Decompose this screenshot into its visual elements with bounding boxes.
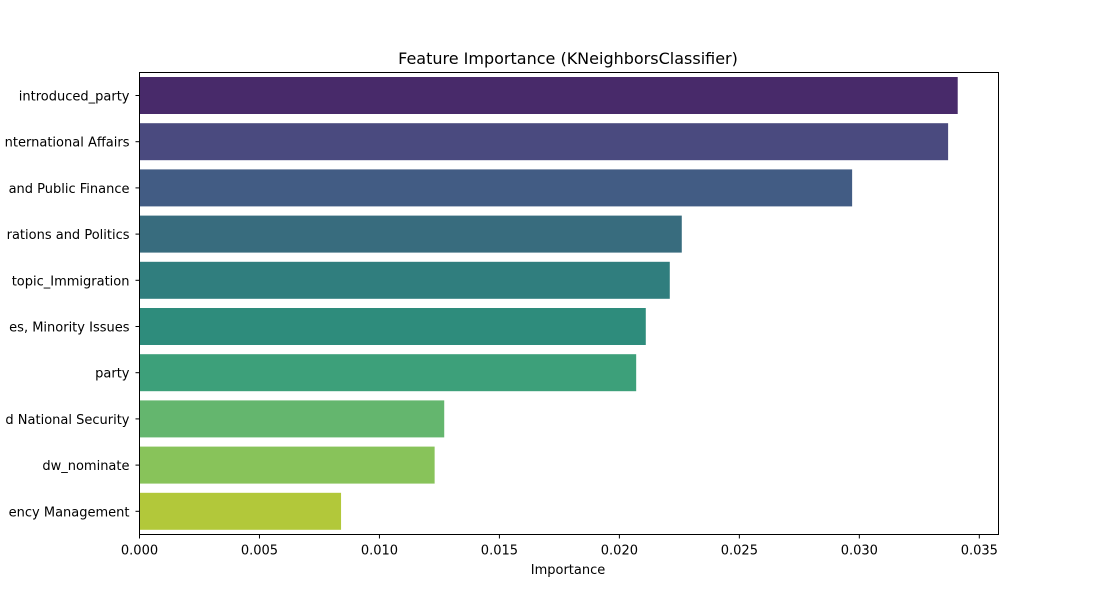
y-tick-label: and Public Finance [9, 182, 130, 197]
x-tick-label: 0.005 [241, 544, 278, 559]
x-tick-label: 0.020 [601, 544, 638, 559]
x-tick-label: 0.010 [361, 544, 398, 559]
bars-group [139, 77, 958, 530]
x-tick-label: 0.030 [841, 544, 878, 559]
y-tick-label: es, Minority Issues [9, 321, 130, 336]
bar-3 [139, 215, 682, 253]
y-tick-label: rations and Politics [7, 228, 130, 243]
y-tick-label: nternational Affairs [5, 136, 130, 151]
y-tick-label: dw_nominate [42, 459, 129, 474]
bar-5 [139, 308, 646, 345]
x-tick-label: 0.035 [961, 544, 998, 559]
y-tick-label: topic_Immigration [12, 274, 130, 289]
y-tick-label: ency Management [9, 505, 130, 520]
x-tick-label: 0.015 [481, 544, 518, 559]
bar-6 [139, 354, 637, 392]
bar-4 [139, 261, 670, 299]
x-axis-label: Importance [531, 563, 606, 578]
y-tick-label: party [95, 367, 130, 382]
plot-frame [139, 72, 999, 535]
y-tick-label: d National Security [5, 413, 129, 428]
bar-8 [139, 446, 435, 484]
x-ticks: 0.000 0.005 0.010 0.015 0.020 0.025 0.030 0.035 [121, 534, 998, 559]
x-tick-label: 0.025 [721, 544, 758, 559]
bar-7 [139, 400, 445, 438]
y-tick-labels: introduced_party nternational Affairs and … [5, 90, 140, 520]
y-tick-label: introduced_party [19, 90, 130, 105]
bar-9 [139, 492, 342, 530]
bar-1 [139, 123, 949, 161]
x-tick-label: 0.000 [121, 544, 158, 559]
bar-0 [139, 77, 958, 114]
bar-2 [139, 169, 853, 207]
chart-title: Feature Importance (KNeighborsClassifier… [398, 49, 738, 68]
